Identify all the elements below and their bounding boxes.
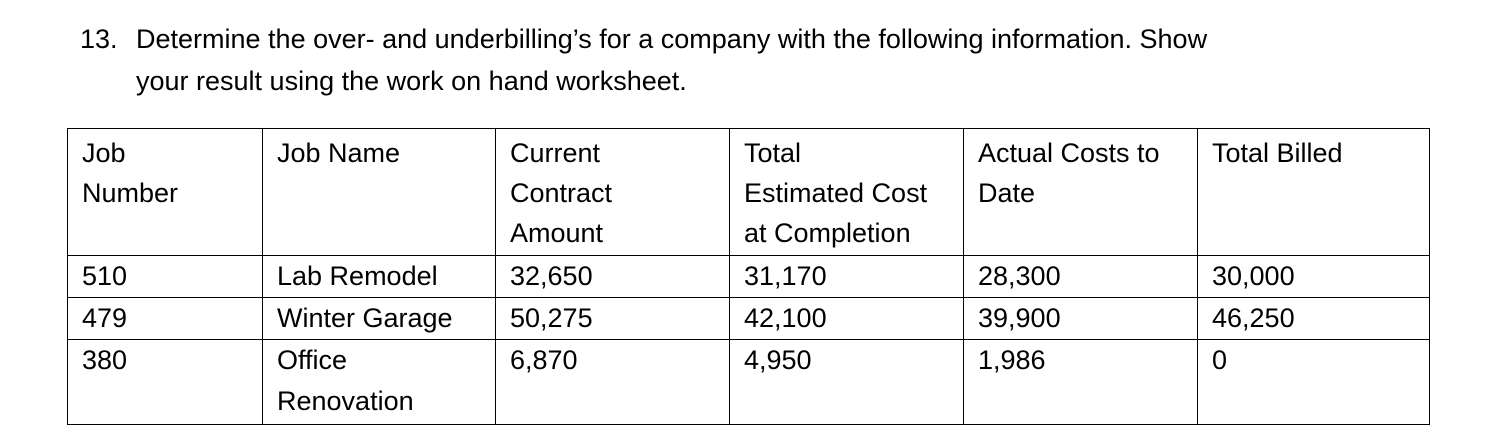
cell-contract-amount: 6,870 — [495, 339, 730, 425]
header-current-contract-amount: Current Contract Amount — [495, 128, 730, 256]
header-total-billed: Total Billed — [1197, 128, 1430, 256]
question-line-2: your result using the work on hand works… — [136, 66, 687, 96]
table-header-row: Job Number Job Name Current Contract Amo… — [67, 128, 1430, 256]
cell-total-billed: 30,000 — [1197, 255, 1430, 298]
question-number: 13. — [80, 24, 118, 54]
table-row: 510 Lab Remodel 32,650 31,170 28,300 30,… — [67, 255, 1430, 298]
header-total-estimated-cost: Total Estimated Cost at Completion — [729, 128, 964, 256]
question-text: 13. Determine the over- and underbilling’… — [80, 18, 1460, 102]
cell-contract-amount: 50,275 — [495, 297, 730, 340]
header-job-number: Job Number — [67, 128, 263, 256]
cell-actual-costs: 28,300 — [963, 255, 1198, 298]
header-job-name: Job Name — [262, 128, 496, 256]
cell-job-name: Office Renovation — [262, 339, 496, 425]
cell-contract-amount: 32,650 — [495, 255, 730, 298]
cell-estimated-cost: 4,950 — [729, 339, 964, 425]
cell-actual-costs: 1,986 — [963, 339, 1198, 425]
question-line-1: 13. Determine the over- and underbilling’… — [80, 18, 1460, 60]
cell-actual-costs: 39,900 — [963, 297, 1198, 340]
cell-estimated-cost: 31,170 — [729, 255, 964, 298]
cell-job-name: Winter Garage — [262, 297, 496, 340]
question-line-1-text: Determine the over- and underbilling’s f… — [136, 24, 1208, 54]
cell-total-billed: 0 — [1197, 339, 1430, 425]
cell-job-number: 479 — [67, 297, 263, 340]
cell-job-name: Lab Remodel — [262, 255, 496, 298]
table-row: 380 Office Renovation 6,870 4,950 1,986 … — [67, 339, 1430, 425]
cell-job-number: 380 — [67, 339, 263, 425]
job-data-table: Job Number Job Name Current Contract Amo… — [67, 128, 1430, 425]
cell-job-number: 510 — [67, 255, 263, 298]
cell-estimated-cost: 42,100 — [729, 297, 964, 340]
cell-total-billed: 46,250 — [1197, 297, 1430, 340]
table-row: 479 Winter Garage 50,275 42,100 39,900 4… — [67, 297, 1430, 340]
header-actual-costs-to-date: Actual Costs to Date — [963, 128, 1198, 256]
